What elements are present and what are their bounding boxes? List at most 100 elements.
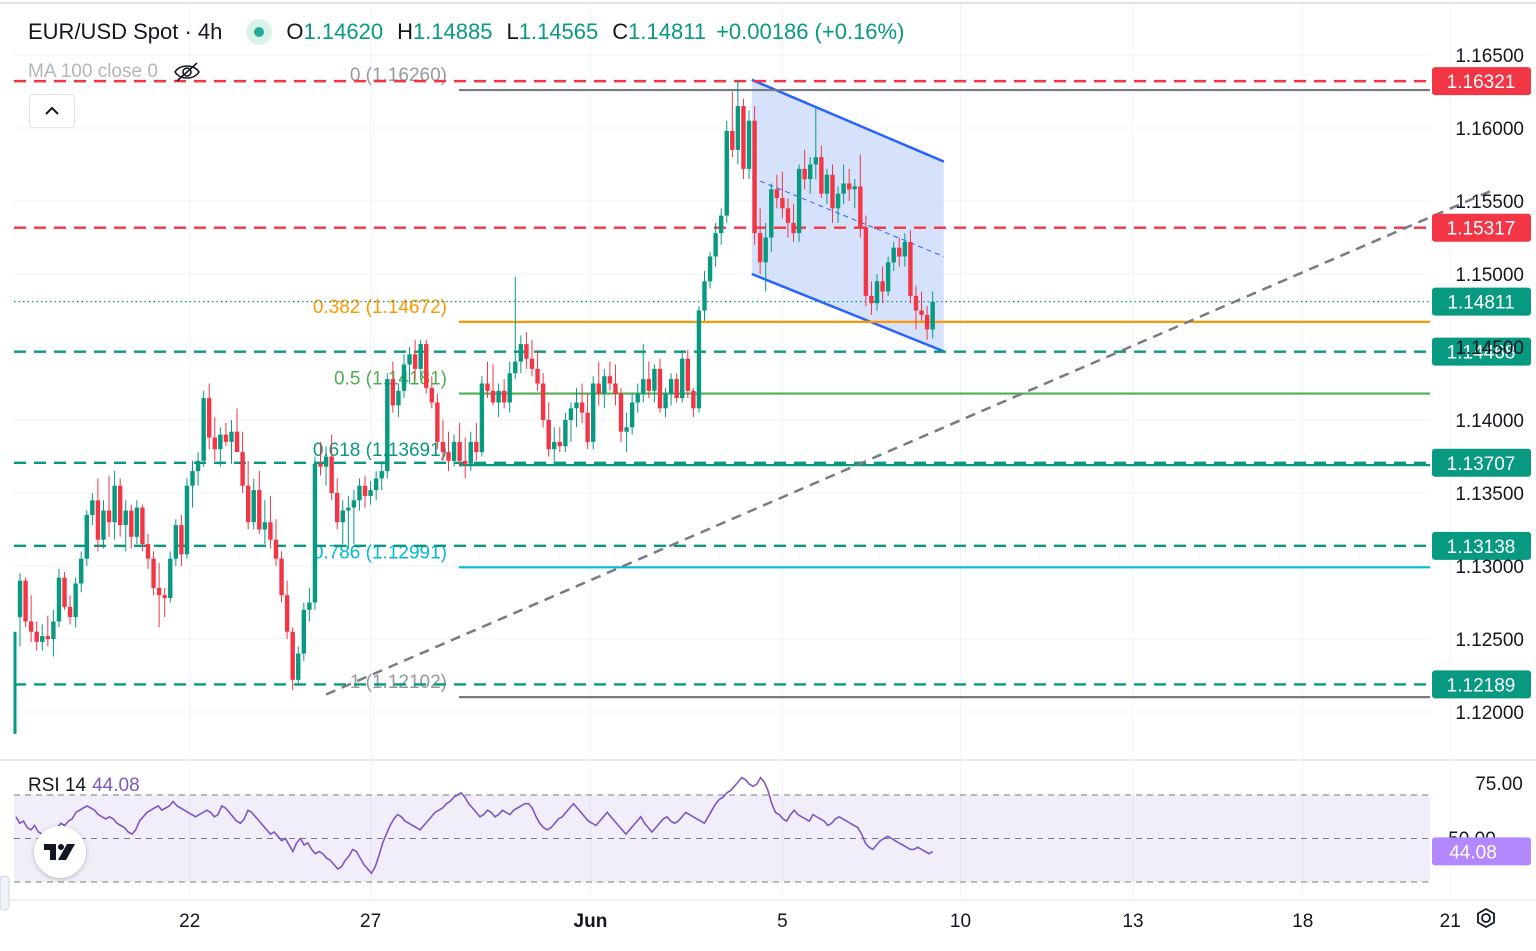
collapse-legend-button[interactable] (29, 94, 75, 128)
candle-body (846, 183, 852, 190)
candle-body (874, 281, 880, 304)
ma-indicator-legend[interactable]: MA 100 close 0 (28, 60, 202, 84)
candle-body (468, 441, 473, 464)
candle-body (151, 558, 156, 588)
candle-body (379, 471, 384, 479)
candle-body (67, 606, 73, 618)
candle-body (134, 507, 140, 537)
candle-body (28, 621, 34, 632)
candle-body (412, 354, 418, 369)
candle-body (624, 427, 629, 432)
candle-body (752, 120, 757, 234)
candle-body (307, 602, 312, 610)
candle-body (852, 186, 857, 190)
market-status-icon[interactable] (246, 19, 273, 45)
rsi-line (15, 776, 934, 875)
candle-body (245, 485, 251, 523)
trendline[interactable] (325, 188, 1496, 696)
time-tick-18: 18 (1292, 911, 1313, 932)
rsi-legend[interactable]: RSI 14 44.08 (28, 775, 140, 797)
time-tick-21: 21 (1440, 911, 1461, 932)
candle-body (207, 398, 212, 438)
candle-body (835, 193, 841, 209)
candle-body (529, 358, 535, 369)
candle-body (312, 463, 318, 603)
candle-body (401, 364, 407, 391)
price-axis[interactable]: 1.16500 1.16000 1.15500 1.15000 1.14500 1.140… (1455, 46, 1524, 724)
candle-body (607, 376, 613, 384)
candle-body (73, 583, 78, 618)
candle-body (262, 522, 268, 530)
rsi-tick-75: 75.00 (1475, 774, 1523, 795)
time-tick-5: 5 (777, 911, 788, 932)
candle-body (329, 456, 334, 493)
channel-upper-line (751, 78, 945, 163)
price-tick: 1.15000 (1455, 265, 1524, 286)
price-tag-1.14811 (1432, 287, 1531, 316)
candle-body (774, 189, 780, 199)
candle-body (652, 368, 657, 391)
price-tag-1.16321 (1432, 67, 1531, 96)
candle-body (396, 390, 401, 406)
candle-body (858, 186, 863, 228)
candle-body (540, 383, 546, 420)
time-tick-Jun: Jun (574, 911, 608, 932)
price-labels: 1.16321 1.15317 1.14811 1.14468 1.13707 1.131… (1432, 67, 1531, 699)
candle-body (763, 237, 768, 263)
price-tick: 1.16500 (1455, 46, 1524, 67)
candle-body (17, 580, 23, 618)
candle-body (641, 379, 646, 394)
price-tag-text-1.15317: 1.15317 (1447, 219, 1516, 240)
candle-body (201, 398, 206, 461)
candle-body (757, 233, 763, 263)
candle-body (290, 631, 295, 680)
candle-body (524, 344, 529, 359)
candle-body (123, 510, 128, 526)
price-tick: 1.14000 (1455, 411, 1524, 432)
candle-body (485, 383, 490, 391)
candle-body (696, 310, 702, 409)
candle-body (841, 183, 846, 194)
candle-body (218, 434, 223, 450)
candle-body (552, 441, 557, 450)
time-tick-13: 13 (1122, 911, 1143, 932)
candle-body (129, 510, 134, 537)
price-tag-1.14468 (1432, 337, 1531, 366)
candle-body (335, 493, 340, 523)
candle-body (819, 157, 824, 194)
candle-body (112, 485, 117, 523)
candle-body (40, 636, 45, 642)
price-tag-text-1.14468: 1.14468 (1447, 343, 1516, 364)
candle-body (145, 544, 151, 559)
candle-body (785, 208, 791, 223)
fib-label-0.618: 0.618 (1.13691) (313, 440, 447, 461)
candle-body (296, 653, 301, 680)
fib-label-0.786: 0.786 (1.12991) (313, 542, 447, 563)
candle-body (251, 490, 256, 523)
candle-body (891, 247, 896, 263)
descending-channel[interactable] (751, 78, 945, 353)
candle-body (318, 463, 323, 467)
candle-body (346, 507, 351, 511)
candle-body (195, 460, 201, 472)
candle-body (479, 383, 485, 453)
tradingview-logo[interactable] (34, 826, 86, 878)
candle-body (908, 241, 913, 296)
candle-body (629, 402, 635, 428)
eye-hidden-icon[interactable] (172, 60, 202, 84)
candle-body (930, 301, 935, 330)
candle-body (101, 510, 106, 540)
time-axis[interactable]: 22 27 Jun 5 10 13 18 21 (0, 875, 1461, 932)
price-tag-1.15317 (1432, 213, 1531, 242)
settings-gear-icon[interactable] (1473, 905, 1499, 931)
candle-body (869, 295, 874, 304)
candle-body (691, 390, 696, 409)
candle-body (590, 383, 596, 442)
candle-body (56, 577, 62, 622)
candle-body (897, 247, 902, 257)
candle-body (830, 174, 835, 209)
candle-body (718, 215, 724, 234)
candle-body (613, 383, 618, 394)
